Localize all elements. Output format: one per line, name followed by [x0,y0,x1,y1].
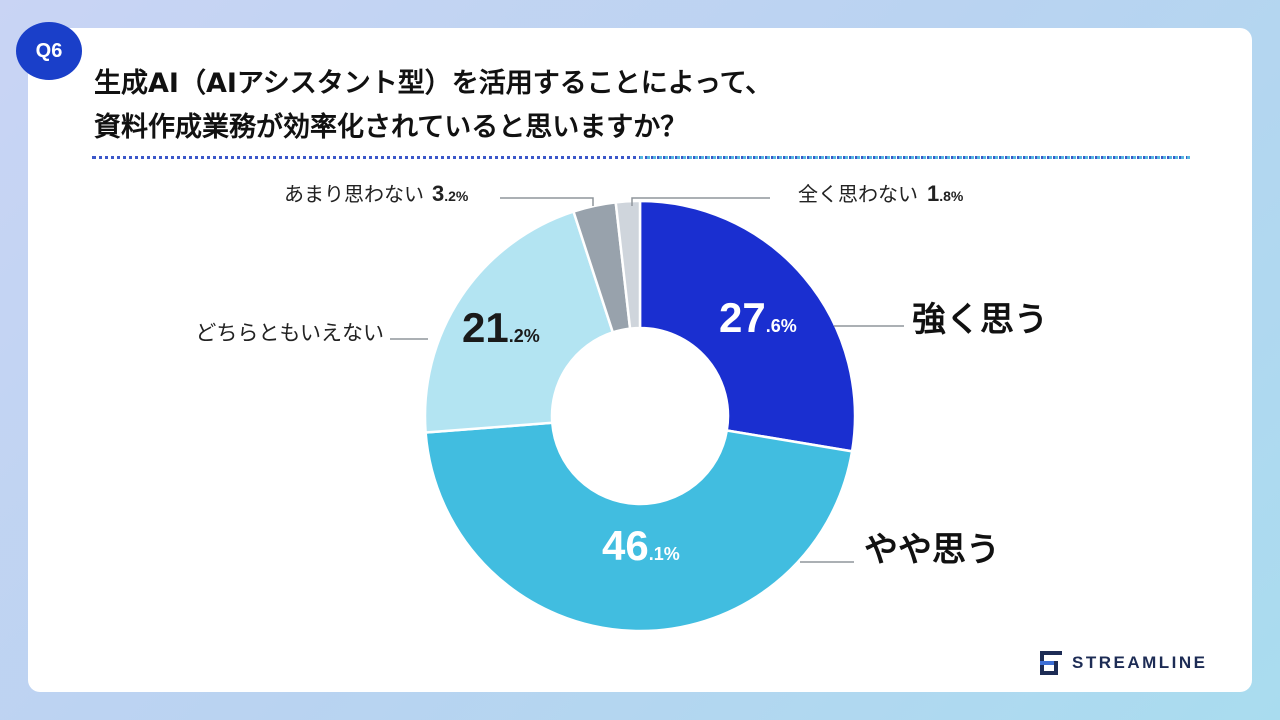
data-label-decimal: .6% [766,316,797,336]
brand-logo: STREAMLINE [1040,650,1208,676]
leader-line [500,197,594,206]
data-label-integer: 21 [462,304,509,351]
data-label-decimal: .1% [649,544,680,564]
brand-name: STREAMLINE [1072,653,1208,672]
data-label-decimal: .2% [509,326,540,346]
question-badge: Q6 [16,22,82,80]
data-label-integer: 3 [432,181,444,206]
data-label: 27.6% [719,294,797,341]
donut-slice [424,421,854,633]
data-label-decimal: .2% [444,188,469,204]
data-label: 21.2% [462,304,540,351]
donut-slice [638,199,857,453]
title-line-1: 生成AI（AIアシスタント型）を活用することによって、 [94,68,773,99]
data-label-decimal: .8% [939,188,964,204]
donut-slice [423,209,615,434]
data-label-integer: 27 [719,294,766,341]
data-label: 46.1% [602,522,680,569]
data-label-integer: 46 [602,522,649,569]
streamline-logo-icon [1040,651,1062,675]
donut-slice [614,199,642,330]
page-title: 生成AI（AIアシスタント型）を活用することによって、 資料作成業務が効率化され… [94,62,994,150]
category-label: あまり思わない [284,182,424,206]
category-label: やや思う [864,530,1000,570]
category-label: どちらともいえない [195,321,384,345]
title-line-2: 資料作成業務が効率化されていると思いますか？ [94,112,688,143]
data-label-integer: 1 [927,181,939,206]
data-label: 3.2% [432,181,469,206]
leader-line [631,197,770,206]
data-label: 1.8% [927,181,964,206]
category-label: 強く思う [912,300,1048,340]
title-divider-tail [640,156,1190,159]
category-label: 全く思わない [798,182,918,206]
